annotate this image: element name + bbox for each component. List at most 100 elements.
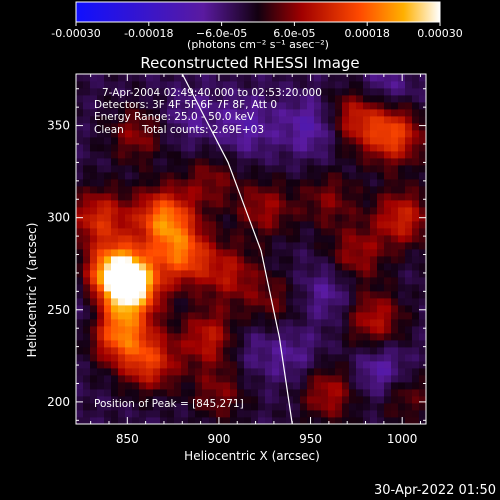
- heatmap-cell: [244, 179, 252, 187]
- heatmap-cell: [314, 109, 322, 117]
- heatmap-cell: [146, 200, 154, 208]
- heatmap-cell: [118, 305, 126, 313]
- heatmap-cell: [90, 347, 98, 355]
- heatmap-cell: [216, 193, 224, 201]
- heatmap-cell: [335, 403, 343, 411]
- heatmap-cell: [237, 172, 245, 180]
- heatmap-cell: [279, 403, 287, 411]
- heatmap-cell: [153, 214, 161, 222]
- heatmap-cell: [377, 137, 385, 145]
- heatmap-cell: [118, 165, 126, 173]
- heatmap-cell: [132, 179, 140, 187]
- heatmap-cell: [132, 228, 140, 236]
- heatmap-cell: [153, 193, 161, 201]
- heatmap-cell: [314, 340, 322, 348]
- heatmap-cell: [314, 144, 322, 152]
- heatmap-cell: [412, 312, 420, 320]
- heatmap-cell: [412, 389, 420, 397]
- heatmap-cell: [230, 221, 238, 229]
- heatmap-cell: [195, 172, 203, 180]
- heatmap-cell: [230, 151, 238, 159]
- heatmap-cell: [279, 207, 287, 215]
- heatmap-cell: [258, 74, 266, 82]
- heatmap-cell: [286, 361, 294, 369]
- heatmap-cell: [118, 130, 126, 138]
- heatmap-cell: [398, 116, 406, 124]
- heatmap-cell: [279, 228, 287, 236]
- heatmap-cell: [265, 137, 273, 145]
- heatmap-cell: [384, 291, 392, 299]
- heatmap-cell: [188, 151, 196, 159]
- heatmap-cell: [223, 312, 231, 320]
- heatmap-cell: [300, 298, 308, 306]
- heatmap-cell: [300, 375, 308, 383]
- heatmap-cell: [342, 242, 350, 250]
- heatmap-cell: [405, 361, 413, 369]
- heatmap-cell: [328, 214, 336, 222]
- heatmap-cell: [244, 256, 252, 264]
- heatmap-cell: [202, 361, 210, 369]
- heatmap-cell: [118, 312, 126, 320]
- heatmap-cell: [90, 326, 98, 334]
- heatmap-cell: [195, 228, 203, 236]
- heatmap-cell: [195, 361, 203, 369]
- heatmap-cell: [216, 382, 224, 390]
- heatmap-cell: [258, 403, 266, 411]
- heatmap-cell: [321, 235, 329, 243]
- heatmap-cell: [97, 193, 105, 201]
- heatmap-cell: [132, 235, 140, 243]
- heatmap-cell: [160, 291, 168, 299]
- heatmap-cell: [258, 228, 266, 236]
- heatmap-cell: [104, 144, 112, 152]
- heatmap-cell: [167, 151, 175, 159]
- heatmap-cell: [321, 340, 329, 348]
- heatmap-cell: [104, 417, 112, 424]
- heatmap-cell: [111, 207, 119, 215]
- heatmap-cell: [370, 256, 378, 264]
- heatmap-cell: [384, 347, 392, 355]
- annotations: 7-Apr-2004 02:49:40.000 to 02:53:20.000 …: [94, 87, 322, 410]
- heatmap-cell: [90, 102, 98, 110]
- heatmap-cell: [265, 389, 273, 397]
- heatmap-cell: [384, 312, 392, 320]
- heatmap-cell: [90, 410, 98, 418]
- heatmap-cell: [230, 368, 238, 376]
- heatmap-cell: [230, 130, 238, 138]
- heatmap-cell: [237, 326, 245, 334]
- heatmap-cell: [111, 228, 119, 236]
- heatmap-cell: [111, 396, 119, 404]
- heatmap-cell: [279, 319, 287, 327]
- heatmap-cell: [139, 221, 147, 229]
- heatmap-cell: [230, 319, 238, 327]
- heatmap-cell: [118, 382, 126, 390]
- heatmap-cell: [125, 144, 133, 152]
- heatmap-cell: [76, 109, 84, 117]
- heatmap-cell: [314, 242, 322, 250]
- heatmap-cell: [195, 389, 203, 397]
- heatmap-cell: [349, 144, 357, 152]
- heatmap-cell: [202, 74, 210, 82]
- heatmap-cell: [230, 340, 238, 348]
- heatmap-cell: [419, 137, 426, 145]
- heatmap-cell: [293, 116, 301, 124]
- heatmap-cell: [328, 333, 336, 341]
- heatmap-cell: [132, 221, 140, 229]
- heatmap-cell: [384, 242, 392, 250]
- heatmap-cell: [405, 228, 413, 236]
- heatmap-cell: [265, 354, 273, 362]
- heatmap-cell: [244, 144, 252, 152]
- heatmap-cell: [139, 172, 147, 180]
- heatmap-cell: [188, 228, 196, 236]
- heatmap-cell: [370, 284, 378, 292]
- heatmap-cell: [419, 200, 426, 208]
- heatmap-cell: [97, 361, 105, 369]
- heatmap-cell: [412, 291, 420, 299]
- heatmap-cell: [258, 340, 266, 348]
- heatmap-cell: [265, 235, 273, 243]
- heatmap-cell: [279, 340, 287, 348]
- heatmap-cell: [307, 165, 315, 173]
- heatmap-cell: [174, 158, 182, 166]
- heatmap-cell: [230, 249, 238, 257]
- heatmap-cell: [258, 270, 266, 278]
- heatmap-cell: [139, 326, 147, 334]
